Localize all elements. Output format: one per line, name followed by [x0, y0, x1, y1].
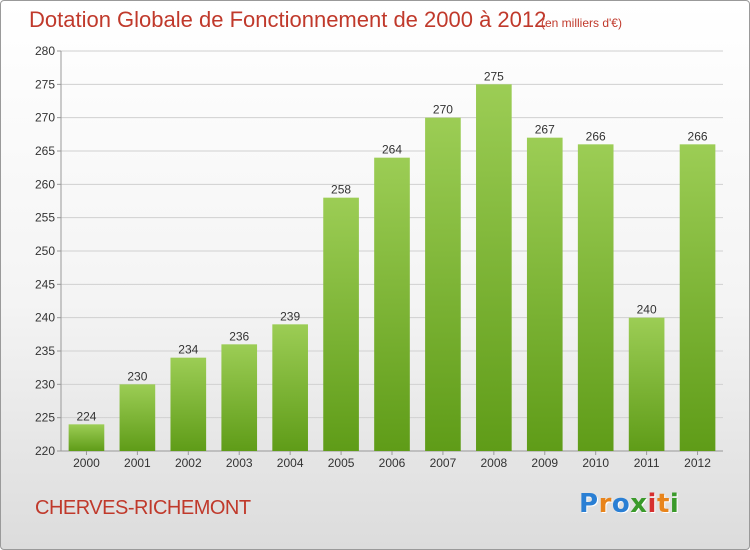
bar-2009: [526, 137, 563, 451]
x-tick-label: 2011: [634, 456, 660, 470]
y-tick-label: 280: [35, 44, 55, 58]
data-label-2011: 240: [637, 303, 657, 317]
bar-2006: [374, 157, 410, 451]
bar-2010: [577, 144, 614, 452]
data-label-2010: 266: [586, 129, 606, 143]
x-tick-label: 2004: [277, 456, 304, 470]
chart-unit: (en milliers d'€): [541, 16, 622, 30]
logo-letter: i: [669, 489, 680, 519]
logo-letter: o: [611, 489, 631, 519]
bar-2007: [425, 117, 461, 452]
x-tick-label: 2002: [175, 456, 202, 470]
x-tick-label: 2000: [73, 456, 100, 470]
logo-letter: t: [656, 489, 670, 519]
labels: 220 225 230 235 240 245 250 255 260 265 270 275 280 2…: [35, 44, 711, 470]
data-label-2004: 239: [280, 309, 300, 323]
bar-2002: [170, 357, 207, 451]
x-tick-label: 2007: [430, 456, 457, 470]
y-tick-label: 260: [35, 177, 55, 191]
y-tick-label: 255: [35, 211, 55, 225]
logo-letter: x: [630, 489, 648, 519]
logo-letter: P: [579, 489, 599, 519]
bar-2000: [68, 424, 105, 451]
data-label-2006: 264: [382, 143, 402, 157]
y-tick-label: 275: [35, 77, 55, 91]
bar-2008: [476, 84, 512, 451]
y-tick-label: 230: [35, 377, 55, 391]
data-label-2008: 275: [484, 69, 504, 83]
bar-2001: [119, 384, 156, 451]
y-tick-label: 265: [35, 144, 55, 158]
chart-title: Dotation Globale de Fonctionnement de 20…: [29, 7, 547, 32]
bar-2012: [679, 144, 716, 452]
y-tick-label: 240: [35, 311, 55, 325]
bar-2003: [221, 344, 258, 451]
data-label-2005: 258: [331, 183, 351, 197]
bar-2011: [628, 317, 665, 451]
commune-name: CHERVES-RICHEMONT: [35, 497, 251, 519]
x-tick-label: 2006: [379, 456, 406, 470]
y-tick-label: 225: [35, 411, 55, 425]
bars: [68, 84, 716, 452]
y-tick-label: 270: [35, 111, 55, 125]
y-tick-label: 250: [35, 244, 55, 258]
x-tick-label: 2008: [480, 456, 507, 470]
x-tick-label: 2003: [226, 456, 253, 470]
y-tick-label: 235: [35, 344, 55, 358]
y-tick-label: 245: [35, 277, 55, 291]
data-label-2001: 230: [127, 369, 147, 383]
x-tick-label: 2005: [328, 456, 355, 470]
data-label-2000: 224: [76, 409, 96, 423]
bar-2004: [272, 324, 308, 451]
bar-2005: [323, 197, 359, 451]
data-label-2003: 236: [229, 329, 249, 343]
data-label-2009: 267: [535, 123, 555, 137]
logo-letter: i: [647, 489, 657, 519]
logo-letter: r: [598, 489, 612, 519]
x-tick-label: 2001: [124, 456, 151, 470]
x-tick-label: 2012: [684, 456, 711, 470]
proxiti-logo: Proxiti: [579, 489, 679, 519]
y-tick-label: 220: [35, 444, 55, 458]
x-tick-label: 2009: [531, 456, 558, 470]
data-label-2007: 270: [433, 103, 453, 117]
data-label-2002: 234: [178, 343, 198, 357]
data-label-2012: 266: [688, 129, 708, 143]
x-tick-label: 2010: [582, 456, 609, 470]
